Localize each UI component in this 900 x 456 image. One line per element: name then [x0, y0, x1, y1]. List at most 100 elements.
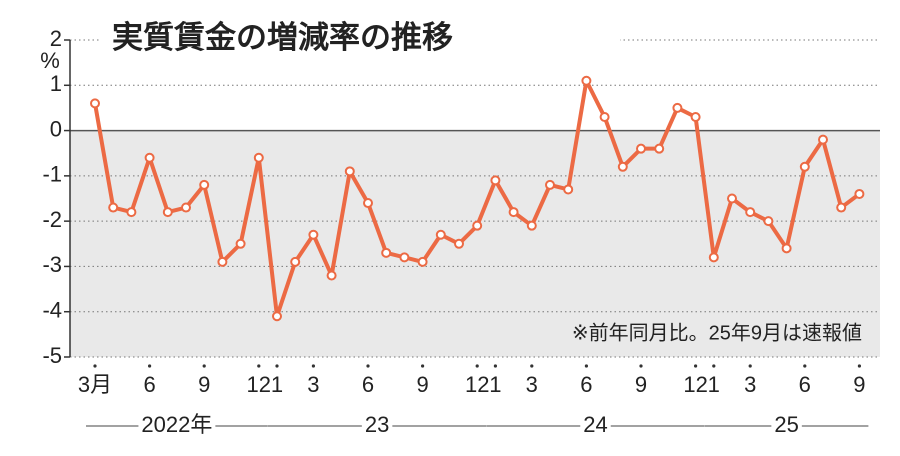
chart-title: 実質賃金の増減率の推移 [112, 20, 453, 55]
data-point [290, 256, 301, 267]
x-tick-label: 6 [143, 372, 155, 397]
data-point [526, 220, 537, 231]
data-point [690, 111, 701, 122]
data-point [599, 111, 610, 122]
data-point [563, 184, 574, 195]
x-tick-label: 9 [416, 372, 428, 397]
x-tick-label: 6 [799, 372, 811, 397]
x-tick-dot [148, 364, 152, 368]
y-tick-label: -3 [42, 252, 62, 277]
x-tick-dot [475, 364, 479, 368]
data-point [654, 143, 665, 154]
data-point [617, 161, 628, 172]
note: ※前年同月比。25年9月は速報値 [572, 321, 862, 344]
data-point [326, 270, 337, 281]
data-point [181, 202, 191, 213]
y-tick-label: 0 [50, 116, 62, 141]
x-tick-dot [694, 364, 698, 368]
x-tick-label: 1 [489, 372, 501, 397]
year-label: 24 [583, 412, 607, 437]
y-tick-label: -4 [42, 298, 62, 323]
data-point [272, 311, 282, 322]
x-tick-dot [202, 364, 206, 368]
data-point [235, 238, 246, 249]
x-tick-dot [93, 364, 97, 368]
data-point [162, 207, 173, 218]
year-label: 23 [365, 412, 389, 437]
y-tick-label: 1 [50, 71, 62, 96]
data-point [799, 161, 810, 172]
x-tick-dot [748, 364, 752, 368]
data-point [745, 207, 756, 218]
data-point [417, 256, 428, 267]
year-label-background [580, 411, 611, 437]
data-point [672, 102, 683, 113]
x-tick-dot [311, 364, 315, 368]
x-tick-label: 12 [247, 372, 271, 397]
data-point [199, 179, 210, 190]
x-tick-label: 6 [362, 372, 374, 397]
x-tick-label: 3 [307, 372, 319, 397]
data-point [144, 152, 155, 163]
data-point [472, 220, 483, 231]
x-tick-dot [803, 364, 807, 368]
y-tick-label: 2 [50, 26, 62, 51]
data-point [490, 175, 501, 186]
data-point [636, 143, 646, 154]
data-point [818, 134, 828, 145]
data-point [126, 207, 137, 218]
data-point [545, 179, 555, 190]
data-point [727, 193, 737, 204]
data-point [454, 238, 464, 249]
data-point [854, 188, 865, 199]
data-point [108, 202, 119, 213]
y-tick-label: -2 [42, 207, 62, 232]
data-point [508, 207, 519, 218]
x-tick-label: 6 [580, 372, 592, 397]
x-tick-dot [275, 364, 279, 368]
x-tick-dot [257, 364, 261, 368]
data-point [763, 216, 774, 227]
x-tick-label: 12 [465, 372, 489, 397]
data-point [399, 252, 410, 263]
x-tick-dot [530, 364, 534, 368]
x-tick-label: 3 [526, 372, 538, 397]
data-point [308, 229, 319, 240]
x-tick-label: 9 [198, 372, 210, 397]
x-tick-label: 12 [683, 372, 707, 397]
data-point [253, 152, 264, 163]
year-label: 25 [774, 412, 798, 437]
data-point [581, 75, 592, 86]
x-tick-dot [857, 364, 862, 368]
x-tick-dot [366, 364, 370, 368]
data-point [90, 98, 100, 109]
year-label-background [771, 411, 802, 437]
x-tick-dot [493, 364, 497, 368]
x-tick-label: 3月 [78, 372, 112, 397]
y-tick-label: -5 [42, 343, 62, 368]
negative-area [70, 130, 880, 357]
data-point [381, 247, 392, 258]
year-label-background [138, 411, 216, 437]
year-label-background [361, 411, 393, 437]
data-point [217, 256, 228, 267]
x-tick-dot [584, 364, 589, 368]
title-background [100, 18, 620, 62]
y-unit: % [40, 48, 60, 73]
data-point [781, 243, 792, 254]
x-tick-label: 3 [744, 372, 756, 397]
x-tick-dot [639, 364, 643, 368]
x-tick-dot [712, 364, 716, 368]
y-tick-label: -1 [42, 162, 62, 187]
data-point [363, 198, 373, 209]
data-point [836, 202, 847, 213]
x-tick-dot [421, 364, 425, 368]
data-point [435, 229, 446, 240]
x-tick-label: 9 [635, 372, 647, 397]
year-label: 2022年 [141, 412, 212, 437]
data-point [708, 252, 719, 263]
x-tick-label: 1 [708, 372, 720, 397]
x-tick-label: 9 [853, 372, 865, 397]
